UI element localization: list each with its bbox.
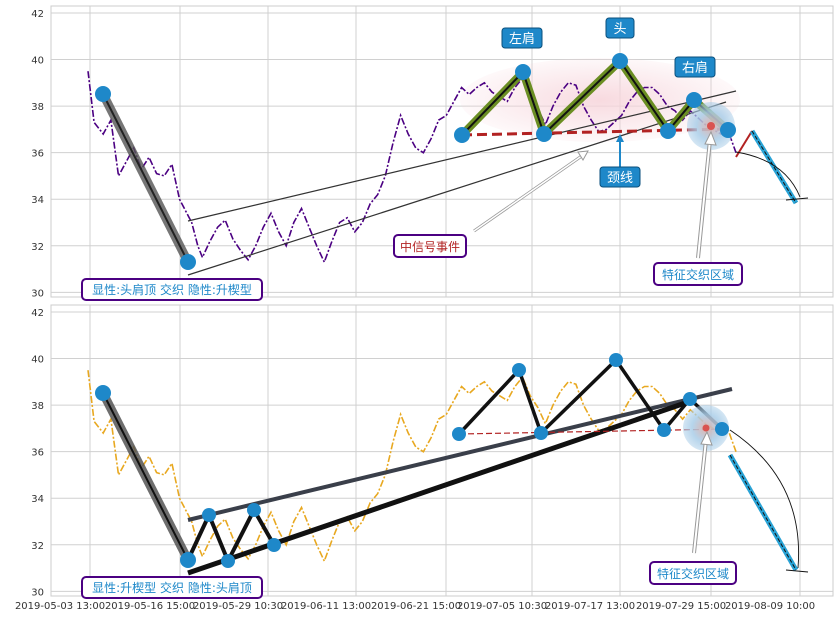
y-tick-label: 38 — [31, 102, 44, 113]
bottom-marker-start — [95, 385, 111, 401]
bottom-marker-neck-left — [452, 427, 466, 441]
y-tick-label: 30 — [31, 288, 44, 299]
top-markers — [95, 53, 736, 270]
top-marker-neck-left — [454, 127, 470, 143]
top-price-line — [87, 71, 737, 265]
y-tick-label: 34 — [31, 494, 44, 505]
top-marker-start — [95, 86, 111, 102]
right-shoulder-label: 右肩 — [674, 56, 716, 78]
caption-bottom: 显性:升楔型 交织 隐性:头肩顶 — [81, 576, 263, 599]
top-drop-line-core — [102, 93, 189, 263]
y-tick-label: 40 — [31, 355, 44, 366]
bottom-marker-end — [715, 422, 729, 436]
y-tick-label: 36 — [31, 149, 44, 160]
bottom-plot-area — [50, 304, 834, 597]
zone-callout-top: 特征交织区域 — [653, 130, 743, 286]
bottom-marker-wedge-2 — [221, 554, 235, 568]
x-axis-ticks: 2019-05-03 13:00 2019-05-16 15:002019-05-… — [15, 601, 815, 612]
bottom-marker-wedge-3 — [247, 503, 261, 517]
y-tick-label: 40 — [31, 56, 44, 67]
bottom-marker-wedge-1 — [202, 508, 216, 522]
x-tick-label: 2019-07-29 15:00 — [636, 601, 726, 612]
top-marker-neck-mid — [536, 126, 552, 142]
bottom-markers — [95, 353, 729, 568]
y-tick-label: 32 — [31, 242, 44, 253]
head-highlight — [460, 58, 740, 142]
zone-bottom-text: 特征交织区域 — [657, 566, 729, 581]
mid-signal-text: 中信号事件 — [400, 239, 460, 254]
top-marker-head — [612, 53, 628, 69]
top-zone-center — [707, 122, 715, 130]
bottom-marker-head — [609, 353, 623, 367]
y-tick-label: 32 — [31, 541, 44, 552]
caption-top-text: 显性:头肩顶 交织 隐性:升楔型 — [92, 282, 252, 297]
bottom-forecast-line-core — [729, 454, 797, 571]
x-tick-label: 2019-07-05 10:30 — [457, 601, 547, 612]
y-tick-label: 42 — [31, 308, 44, 319]
x-tick-label: 2019-07-17 13:00 — [545, 601, 635, 612]
bottom-panel: 30 32 34 36 38 40 42 — [31, 304, 834, 599]
bottom-marker-neck-right — [657, 423, 671, 437]
x-tick-label: 2019-05-03 13:00 — [15, 601, 105, 612]
bottom-forecast-arc — [729, 429, 800, 569]
right-shoulder-text: 右肩 — [682, 60, 708, 76]
x-tick-label: 2019-08-09 10:00 — [725, 601, 815, 612]
x-tick-label: 2019-05-29 10:30 — [193, 601, 283, 612]
neckline-label: 颈线 — [599, 134, 641, 188]
top-panel: 30 32 34 36 38 40 42 — [31, 5, 834, 301]
y-tick-label: 42 — [31, 9, 44, 20]
bottom-y-ticks: 30 32 34 36 38 40 42 — [31, 308, 44, 598]
zone-callout-bottom: 特征交织区域 — [649, 430, 737, 585]
bottom-marker-neck-mid — [534, 426, 548, 440]
x-tick-label: 2019-05-16 15:00 — [105, 601, 195, 612]
top-marker-end — [720, 122, 736, 138]
bottom-marker-low — [180, 552, 196, 568]
bottom-marker-left-shoulder — [512, 363, 526, 377]
top-marker-low — [180, 254, 196, 270]
zone-top-text: 特征交织区域 — [662, 267, 734, 282]
bottom-forecast-tick — [785, 569, 809, 573]
top-wedge-upper-line — [187, 90, 737, 222]
bottom-drop-line-core — [102, 392, 189, 561]
caption-bottom-text: 显性:升楔型 交织 隐性:头肩顶 — [92, 580, 252, 595]
top-y-ticks: 30 32 34 36 38 40 42 — [31, 9, 44, 299]
left-shoulder-text: 左肩 — [509, 31, 535, 47]
y-tick-label: 30 — [31, 587, 44, 598]
x-tick-label: 2019-06-11 13:00 — [281, 601, 371, 612]
left-shoulder-label: 左肩 — [501, 27, 543, 49]
top-forecast-arc — [735, 151, 801, 198]
top-forecast-tick — [785, 197, 809, 201]
y-tick-label: 38 — [31, 401, 44, 412]
bottom-zone-center — [702, 424, 710, 432]
bottom-price-line — [87, 370, 737, 564]
y-tick-label: 34 — [31, 195, 44, 206]
head-label: 头 — [605, 17, 635, 39]
y-tick-label: 36 — [31, 448, 44, 459]
top-marker-right-shoulder — [686, 92, 702, 108]
top-forecast-line-core — [751, 130, 797, 204]
mid-signal-callout: 中信号事件 — [393, 150, 589, 258]
bottom-marker-right-shoulder — [683, 392, 697, 406]
head-text: 头 — [613, 22, 626, 37]
caption-top: 显性:头肩顶 交织 隐性:升楔型 — [81, 278, 263, 301]
bottom-marker-wedge-4 — [267, 538, 281, 552]
top-marker-neck-right — [660, 123, 676, 139]
neckline-text: 颈线 — [607, 171, 633, 186]
bottom-wedge-upper-line — [187, 387, 733, 522]
top-marker-left-shoulder — [515, 64, 531, 80]
x-tick-label: 2019-06-21 15:00 — [371, 601, 461, 612]
